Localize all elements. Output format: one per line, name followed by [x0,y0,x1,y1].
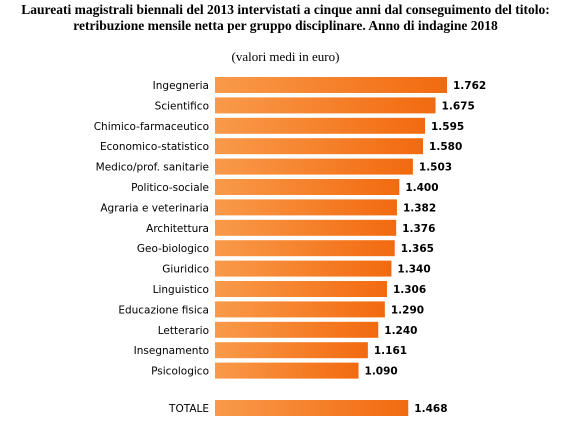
bar-totale [215,400,409,416]
value-label-ingegneria: 1.762 [453,80,486,92]
category-label-giuridico: Giuridico [162,264,209,276]
bars-group: Ingegneria 1.762 Scientifico 1.675 Chimico-f… [94,77,486,416]
value-label-linguistico: 1.306 [393,284,426,296]
bar-insegnamento [215,342,368,359]
bar-educazione-fisica [215,301,385,318]
category-label-chimico-farmaceutico: Chimico-farmaceutico [94,121,209,133]
category-label-politico-sociale: Politico-sociale [131,182,209,194]
value-label-medico-prof-sanitarie: 1.503 [419,162,452,174]
category-label-insegnamento: Insegnamento [134,345,209,357]
value-label-psicologico: 1.090 [365,366,398,378]
value-label-insegnamento: 1.161 [374,345,407,357]
value-label-letterario: 1.240 [384,325,417,337]
value-label-agraria-e-veterinaria: 1.382 [403,202,436,214]
bar-chimico-farmaceutico [215,117,426,134]
bar-medico-prof-sanitarie [215,158,413,175]
bar-scientifico [215,97,436,114]
category-label-scientifico: Scientifico [155,100,209,112]
category-label-medico-prof-sanitarie: Medico/prof. sanitarie [96,162,209,174]
category-label-educazione-fisica: Educazione fisica [118,304,209,316]
value-label-geo-biologico: 1.365 [401,243,434,255]
value-label-economico-statistico: 1.580 [429,141,462,153]
value-label-architettura: 1.376 [402,223,435,235]
chart-title-line-1: Laureati magistrali biennali del 2013 in… [21,2,550,17]
category-label-totale: TOTALE [168,403,209,415]
value-label-giuridico: 1.340 [397,264,430,276]
category-label-economico-statistico: Economico-statistico [100,141,209,153]
chart-subtitle: (valori medi in euro) [231,49,340,64]
chart-title-line-2: retribuzione mensile netta per gruppo di… [73,18,498,33]
category-label-agraria-e-veterinaria: Agraria e veterinaria [100,202,209,214]
category-label-letterario: Letterario [158,325,209,337]
bar-geo-biologico [215,240,395,257]
bar-economico-statistico [215,138,424,155]
bar-psicologico [215,362,359,379]
value-label-totale: 1.468 [414,403,447,415]
value-label-scientifico: 1.675 [442,100,475,112]
value-label-chimico-farmaceutico: 1.595 [431,121,464,133]
category-label-geo-biologico: Geo-biologico [137,243,209,255]
bar-ingegneria [215,77,447,93]
bar-giuridico [215,260,392,277]
chart-title: Laureati magistrali biennali del 2013 in… [0,2,571,34]
bar-agraria-e-veterinaria [215,199,397,216]
category-label-architettura: Architettura [146,223,209,235]
bar-politico-sociale [215,179,400,195]
category-label-psicologico: Psicologico [151,366,209,378]
category-label-ingegneria: Ingegneria [153,80,209,92]
bar-architettura [215,219,397,236]
value-label-politico-sociale: 1.400 [405,182,438,194]
category-label-linguistico: Linguistico [153,284,209,296]
bar-linguistico [215,281,387,297]
value-label-educazione-fisica: 1.290 [391,304,424,316]
bar-letterario [215,321,379,338]
